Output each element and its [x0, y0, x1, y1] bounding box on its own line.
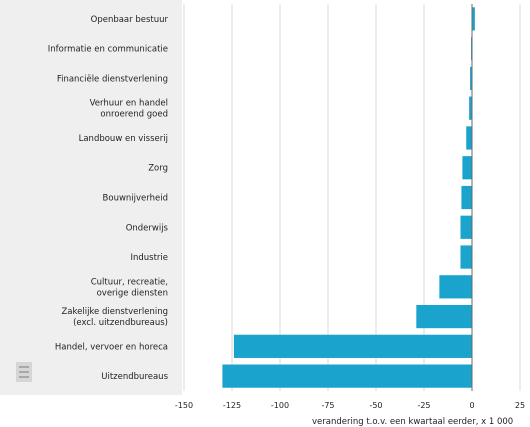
- x-tick-label: 25: [515, 401, 525, 410]
- category-label: Onderwijs: [126, 223, 169, 233]
- x-tick-label: -150: [175, 401, 193, 410]
- bar: [460, 245, 472, 269]
- category-label: Openbaar bestuur: [91, 15, 169, 25]
- bar: [472, 7, 475, 31]
- x-tick-label: -75: [321, 401, 334, 410]
- category-label: Landbouw en visserij: [79, 134, 168, 144]
- category-label: Handel, vervoer en horeca: [55, 342, 168, 352]
- bar: [439, 275, 472, 299]
- bar: [416, 304, 472, 329]
- x-tick-label: -25: [417, 401, 430, 410]
- x-tick-labels: -150 -125 -100 -75 -50 -25 0 25: [175, 401, 525, 410]
- bar: [462, 156, 472, 180]
- category-label: Zorg: [148, 164, 168, 174]
- category-label: Cultuur, recreatie, overige diensten: [91, 277, 168, 298]
- bar: [461, 185, 472, 210]
- category-label: Bouwnijverheid: [103, 194, 168, 204]
- x-tick-label: 0: [469, 401, 474, 410]
- category-label: Uitzendbureaus: [101, 372, 168, 382]
- x-axis-title: verandering t.o.v. een kwartaal eerder, …: [312, 417, 513, 427]
- x-tick-label: -125: [223, 401, 241, 410]
- cbs-logo: [16, 362, 32, 382]
- bar: [470, 66, 472, 91]
- category-label: Verhuur en handel onroerend goed: [90, 99, 168, 120]
- bars: [222, 7, 475, 388]
- bar: [466, 126, 472, 150]
- x-tick-label: -100: [271, 401, 289, 410]
- bar: [233, 334, 472, 358]
- category-label: Informatie en communicatie: [48, 45, 168, 55]
- bar: [469, 96, 472, 120]
- bar: [460, 215, 472, 239]
- category-label: Industrie: [130, 253, 168, 263]
- label-panel: [0, 0, 182, 395]
- category-label: Financiële dienstverlening: [57, 74, 168, 84]
- x-tick-label: -50: [369, 401, 382, 410]
- category-labels: Openbaar bestuur Informatie en communicat…: [48, 15, 169, 382]
- bar: [222, 364, 472, 388]
- category-label: Zakelijke dienstverlening (excl. uitzendb…: [61, 307, 168, 328]
